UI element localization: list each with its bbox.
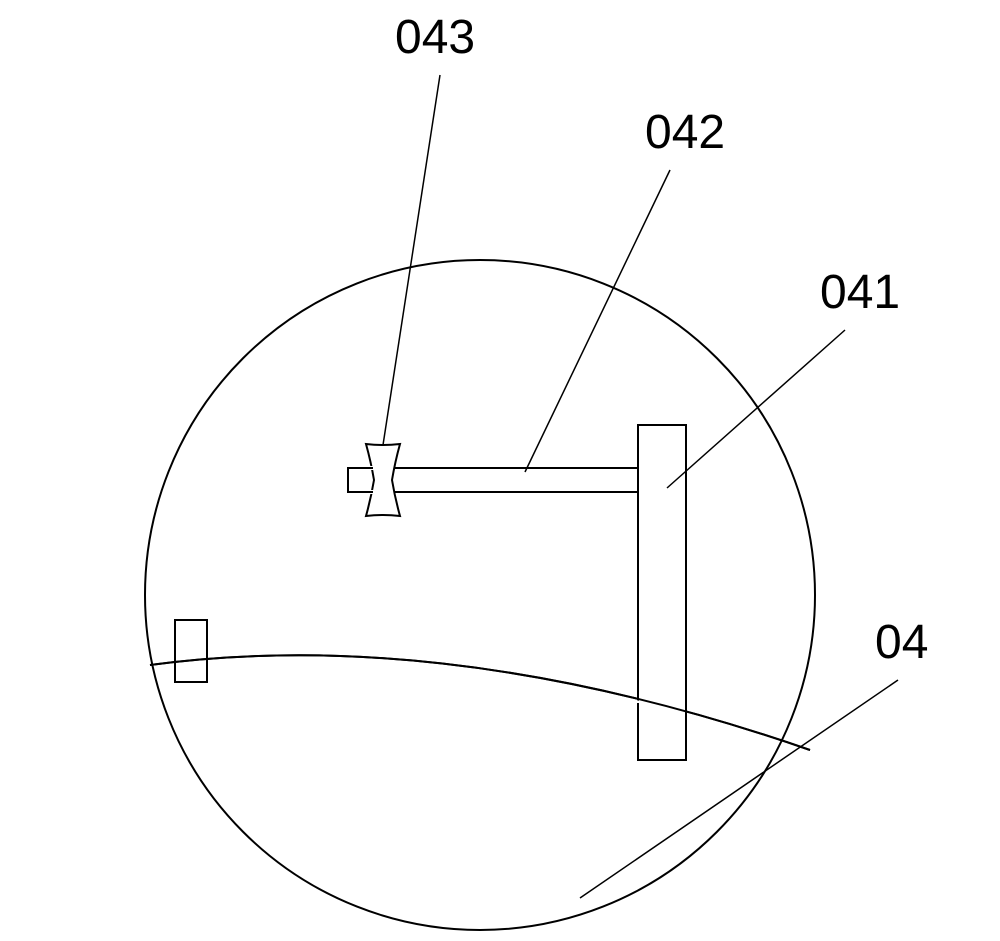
leader-04: [580, 680, 898, 898]
label-04: 04: [875, 615, 928, 670]
left-post: [175, 620, 207, 682]
leader-043: [383, 75, 440, 445]
surface-arc: [150, 655, 810, 750]
leader-041: [667, 330, 845, 488]
diagram-canvas: [0, 0, 1000, 941]
label-043: 043: [395, 10, 475, 65]
label-041: 041: [820, 265, 900, 320]
detail-circle: [145, 260, 815, 930]
label-042: 042: [645, 105, 725, 160]
